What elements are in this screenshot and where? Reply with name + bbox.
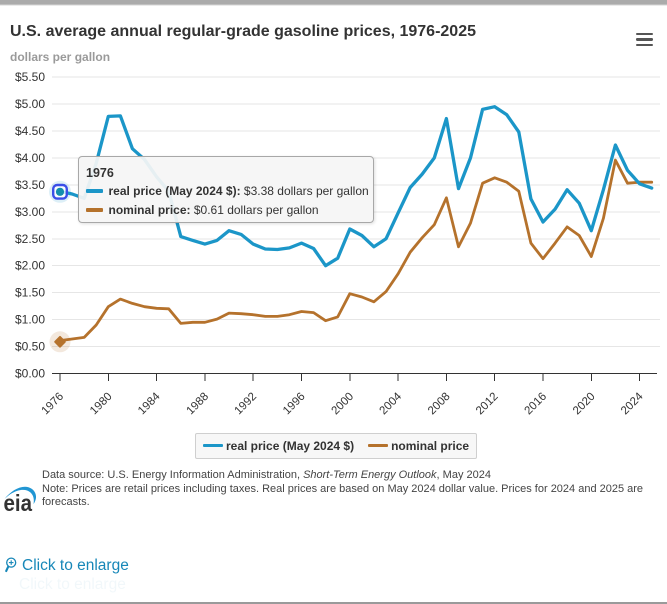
svg-text:$0.50: $0.50 xyxy=(15,340,45,354)
svg-text:2016: 2016 xyxy=(523,391,550,418)
svg-text:$0.00: $0.00 xyxy=(15,367,45,381)
svg-text:$4.00: $4.00 xyxy=(15,151,45,165)
svg-text:2012: 2012 xyxy=(474,391,501,418)
svg-text:eia: eia xyxy=(4,490,33,514)
svg-text:2004: 2004 xyxy=(378,390,405,417)
svg-text:$4.50: $4.50 xyxy=(15,124,45,138)
svg-text:1992: 1992 xyxy=(233,391,260,418)
svg-text:$5.00: $5.00 xyxy=(15,97,45,111)
svg-text:1976: 1976 xyxy=(40,391,67,418)
svg-text:$2.00: $2.00 xyxy=(15,259,45,273)
svg-text:$3.00: $3.00 xyxy=(15,205,45,219)
svg-text:$1.00: $1.00 xyxy=(15,313,45,327)
svg-text:2020: 2020 xyxy=(571,391,598,418)
svg-text:2024: 2024 xyxy=(619,390,646,417)
svg-text:2000: 2000 xyxy=(330,391,357,418)
svg-text:2008: 2008 xyxy=(426,391,453,418)
svg-text:$2.50: $2.50 xyxy=(15,232,45,246)
svg-text:$1.50: $1.50 xyxy=(15,286,45,300)
svg-text:1988: 1988 xyxy=(185,391,212,418)
svg-text:1984: 1984 xyxy=(136,390,163,417)
svg-text:$5.50: $5.50 xyxy=(15,70,45,84)
svg-text:1980: 1980 xyxy=(88,391,115,418)
svg-text:1996: 1996 xyxy=(281,391,308,418)
svg-text:$3.50: $3.50 xyxy=(15,178,45,192)
